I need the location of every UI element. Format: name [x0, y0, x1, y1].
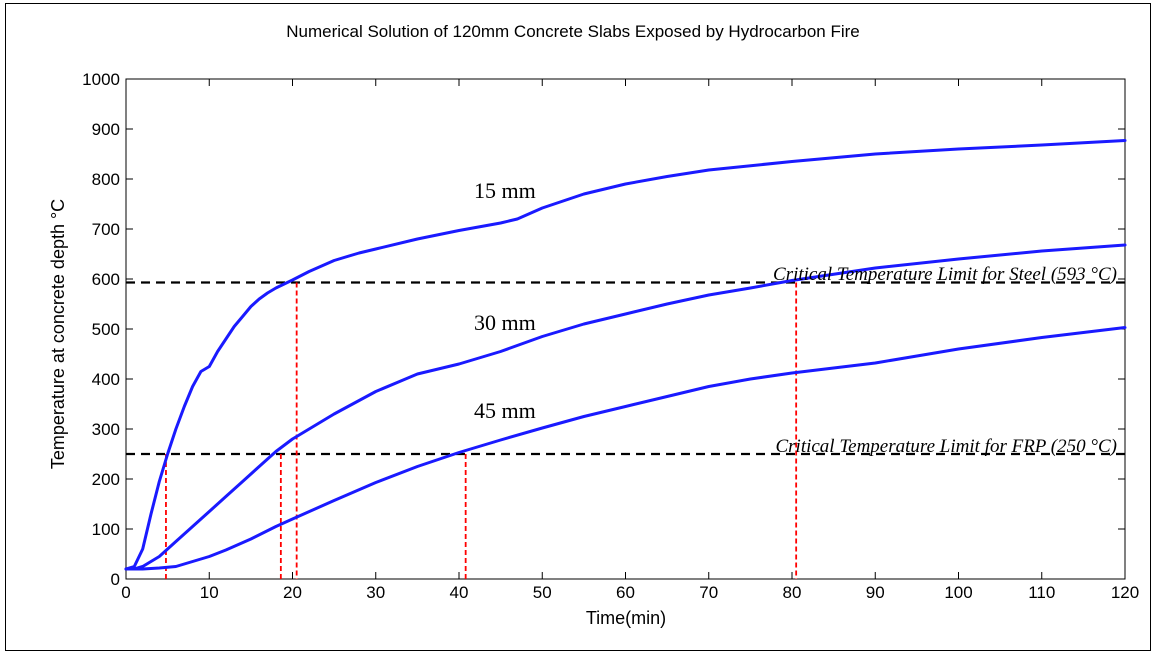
y-tick-label: 1000 — [82, 70, 120, 89]
reference-lines — [126, 281, 1125, 456]
plot-area-border — [125, 78, 1126, 580]
x-tick-label: 30 — [366, 583, 385, 602]
series-lines — [124, 139, 1127, 571]
label-15mm: 15 mm — [474, 178, 536, 203]
x-tick-label: 0 — [121, 583, 130, 602]
y-tick-label: 200 — [92, 470, 120, 489]
y-tick-label: 600 — [92, 270, 120, 289]
y-axis: 0 100 200 300 400 500 600 700 800 900 1000 — [82, 70, 1125, 589]
y-tick-label: 0 — [111, 570, 120, 589]
y-tick-label: 900 — [92, 120, 120, 139]
series-line-15mm — [124, 139, 1127, 571]
y-tick-label: 800 — [92, 170, 120, 189]
y-axis-label: Temperature at concrete depth °C — [48, 199, 68, 469]
x-tick-label: 20 — [283, 583, 302, 602]
crossing-markers — [165, 282, 798, 579]
y-tick-label: 100 — [92, 520, 120, 539]
x-tick-label: 100 — [944, 583, 972, 602]
x-tick-label: 70 — [699, 583, 718, 602]
y-tick-label: 700 — [92, 220, 120, 239]
x-axis-label: Time(min) — [586, 608, 666, 628]
x-tick-label: 60 — [616, 583, 635, 602]
y-tick-label: 400 — [92, 370, 120, 389]
figure-frame: Numerical Solution of 120mm Concrete Sla… — [5, 3, 1151, 651]
label-45mm: 45 mm — [474, 398, 536, 423]
chart-title: Numerical Solution of 120mm Concrete Sla… — [286, 22, 860, 41]
frp-limit-label: Critical Temperature Limit for FRP (250 … — [775, 436, 1117, 457]
line-chart: Numerical Solution of 120mm Concrete Sla… — [48, 22, 1139, 628]
x-axis: 0 10 20 30 40 50 60 70 80 90 100 110 120 — [121, 79, 1139, 602]
x-tick-label: 40 — [450, 583, 469, 602]
x-tick-label: 110 — [1028, 583, 1055, 602]
x-tick-label: 120 — [1111, 583, 1139, 602]
x-tick-label: 80 — [783, 583, 802, 602]
y-tick-label: 500 — [92, 320, 120, 339]
series-line-30mm — [124, 243, 1127, 571]
series-line-45mm — [124, 326, 1127, 571]
x-tick-label: 10 — [200, 583, 219, 602]
label-30mm: 30 mm — [474, 310, 536, 335]
x-tick-label: 90 — [866, 583, 885, 602]
x-tick-label: 50 — [533, 583, 552, 602]
y-tick-label: 300 — [92, 420, 120, 439]
steel-limit-label: Critical Temperature Limit for Steel (59… — [773, 264, 1117, 285]
